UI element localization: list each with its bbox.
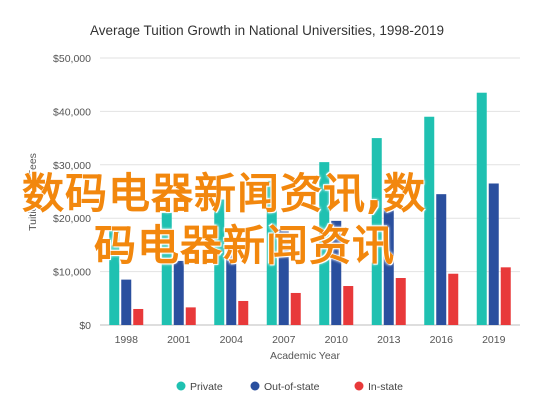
bar-out-of-state-2007 [278, 228, 289, 325]
bar-out-of-state-2004 [226, 250, 237, 325]
x-axis-title: Academic Year [270, 350, 341, 362]
bars [109, 92, 511, 326]
bar-in-state-2001 [185, 307, 196, 325]
bar-private-2016 [424, 116, 435, 326]
x-tick-label: 2001 [167, 334, 191, 346]
legend-label: Private [190, 381, 223, 393]
x-axis-ticks: 1998 2001 2004 2007 2010 2013 2016 2019 [115, 334, 506, 346]
legend: Private Out-of-state In-state [176, 381, 403, 393]
y-tick-label: $40,000 [53, 106, 91, 118]
bar-in-state-1998 [133, 308, 144, 325]
bar-in-state-2019 [500, 267, 511, 325]
legend-label: Out-of-state [264, 381, 320, 393]
y-tick-label: $0 [79, 320, 91, 332]
x-tick-label: 2004 [220, 334, 244, 346]
y-tick-label: $20,000 [53, 213, 91, 225]
bar-out-of-state-2019 [488, 183, 499, 325]
y-tick-label: $50,000 [53, 53, 91, 65]
legend-marker [176, 381, 186, 391]
bar-private-2001 [161, 212, 172, 325]
x-tick-label: 2007 [272, 334, 296, 346]
x-tick-label: 2016 [430, 334, 454, 346]
bar-in-state-2016 [448, 273, 459, 325]
x-tick-label: 2010 [325, 334, 349, 346]
legend-marker [250, 381, 260, 391]
y-tick-label: $30,000 [53, 160, 91, 172]
bar-out-of-state-1998 [121, 279, 132, 325]
x-tick-label: 2013 [377, 334, 401, 346]
bar-private-2004 [214, 199, 225, 325]
x-tick-label: 1998 [115, 334, 139, 346]
y-axis-title: Tuition and Fees [27, 153, 39, 231]
bar-in-state-2013 [395, 278, 406, 325]
y-tick-label: $10,000 [53, 267, 91, 279]
bar-private-2013 [371, 138, 382, 325]
bar-out-of-state-2016 [436, 194, 447, 325]
bar-in-state-2010 [343, 286, 354, 325]
bar-private-2007 [266, 180, 277, 325]
bar-in-state-2007 [290, 292, 301, 325]
bar-out-of-state-2010 [331, 220, 342, 325]
bar-out-of-state-2001 [173, 260, 184, 325]
y-axis-ticks: $0 $10,000 $20,000 $30,000 $40,000 $50,000 [53, 53, 91, 332]
legend-label: In-state [368, 381, 403, 393]
bar-private-1998 [109, 228, 120, 325]
bar-out-of-state-2013 [383, 207, 394, 325]
x-tick-label: 2019 [482, 334, 506, 346]
legend-marker [354, 381, 364, 391]
bar-private-2019 [476, 92, 487, 326]
chart-title: Average Tuition Growth in National Unive… [90, 23, 444, 38]
bar-private-2010 [319, 162, 330, 325]
bar-in-state-2004 [238, 300, 249, 325]
